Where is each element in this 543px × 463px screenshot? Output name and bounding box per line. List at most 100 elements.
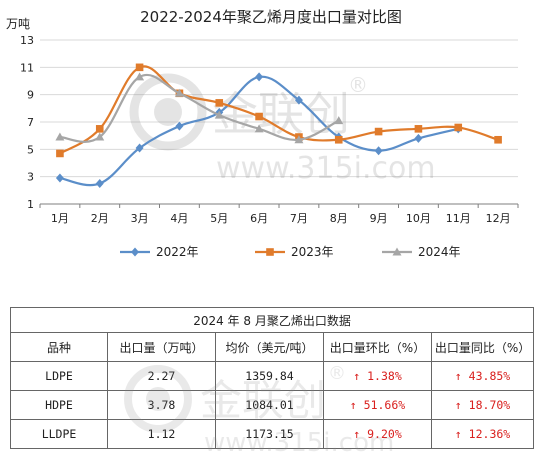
data-point	[135, 63, 144, 72]
header-yoy: 出口量同比（%）	[430, 332, 535, 362]
y-tick-label: 11	[20, 61, 34, 74]
y-tick-label: 1	[27, 198, 34, 211]
y-tick-label: 3	[27, 171, 34, 184]
yoy-value: 12.36%	[468, 427, 511, 441]
series-layer	[55, 63, 502, 188]
watermark-registered: ®	[348, 73, 368, 97]
cell-volume: 1.12	[107, 419, 216, 449]
cell-yoy: ↑ 43.85%	[430, 361, 535, 391]
up-arrow-icon: ↑	[454, 398, 462, 412]
x-tick-label: 8月	[330, 212, 348, 225]
x-tick-label: 9月	[370, 212, 388, 225]
header-product: 品种	[10, 332, 108, 362]
table-row: LLDPE 1.12 1173.15 ↑ 9.20% ↑ 12.36%	[10, 419, 535, 449]
up-arrow-icon: ↑	[454, 427, 462, 441]
data-point	[255, 72, 264, 82]
legend-label: 2023年	[291, 245, 334, 259]
x-tick-label: 11月	[446, 212, 471, 225]
watermark-brand: 金联创	[212, 87, 350, 141]
x-tick-label: 3月	[131, 212, 149, 225]
data-point	[214, 110, 224, 119]
export-data-table: 金联创 ® www.315i.com 2024 年 8 月聚乙烯出口数据 品种 …	[9, 307, 535, 458]
legend-marker	[392, 247, 402, 256]
legend: 2022年 2023年 2024年	[120, 245, 461, 259]
cell-volume: 2.27	[107, 361, 216, 391]
data-point	[95, 125, 104, 133]
table-row: HDPE 3.78 1084.01 ↑ 51.66% ↑ 18.70%	[10, 390, 535, 420]
data-point	[454, 123, 463, 132]
series-2023年	[56, 63, 502, 158]
mom-value: 51.66%	[363, 398, 406, 412]
cell-product: LDPE	[10, 361, 108, 391]
data-point	[414, 133, 423, 143]
data-point	[95, 179, 104, 188]
cell-mom: ↑ 51.66%	[323, 390, 432, 420]
series-2024年	[55, 72, 344, 144]
x-tick-label: 7月	[290, 212, 308, 225]
x-tick-label: 5月	[210, 212, 228, 225]
mom-value: 1.38%	[367, 369, 402, 383]
data-point	[55, 173, 64, 183]
cell-yoy: ↑ 18.70%	[430, 390, 535, 420]
data-point	[414, 125, 423, 133]
data-point	[55, 132, 65, 141]
x-tick-label: 6月	[250, 212, 268, 225]
up-arrow-icon: ↑	[353, 427, 361, 441]
table-header-row: 品种 出口量（万吨） 均价（美元/吨） 出口量环比（%） 出口量同比（%）	[10, 332, 535, 362]
y-tick-label: 13	[20, 34, 34, 47]
up-arrow-icon: ↑	[454, 369, 462, 383]
data-point	[175, 121, 184, 131]
line-chart: 2022-2024年聚乙烯月度出口量对比图 万吨 金联创 ® www.315i.…	[6, 8, 519, 259]
yoy-value: 18.70%	[468, 398, 511, 412]
y-axis-unit-label: 万吨	[6, 17, 30, 31]
watermark-logo: 金联创 ® www.315i.com	[129, 73, 436, 186]
data-point	[334, 116, 344, 125]
series-line	[59, 73, 340, 143]
cell-product: HDPE	[10, 390, 108, 420]
cell-volume: 3.78	[107, 390, 216, 420]
up-arrow-icon: ↑	[349, 398, 357, 412]
legend-label: 2024年	[418, 245, 461, 259]
cell-price: 1173.15	[215, 419, 324, 449]
table-row: LDPE 2.27 1359.84 ↑ 1.38% ↑ 43.85%	[10, 361, 535, 391]
y-tick-label: 5	[27, 143, 34, 156]
table-caption: 2024 年 8 月聚乙烯出口数据	[9, 307, 535, 333]
data-point	[294, 135, 304, 144]
mom-value: 9.20%	[367, 427, 402, 441]
header-price: 均价（美元/吨）	[215, 332, 324, 362]
x-tick-label: 12月	[486, 212, 511, 225]
x-tick-label: 4月	[170, 212, 188, 225]
watermark-url: www.315i.com	[216, 151, 436, 186]
data-point	[255, 112, 263, 121]
legend-marker	[266, 248, 274, 256]
data-point	[494, 135, 502, 144]
yoy-value: 43.85%	[468, 369, 511, 383]
y-tick-label: 9	[27, 89, 34, 102]
cell-mom: ↑ 1.38%	[323, 361, 432, 391]
data-point	[254, 124, 264, 133]
data-point	[294, 95, 303, 105]
cell-price: 1359.84	[215, 361, 324, 391]
data-point	[374, 146, 383, 156]
cell-product: LLDPE	[10, 419, 108, 449]
data-point	[374, 127, 383, 136]
y-tick-label: 7	[27, 116, 34, 129]
x-tick-label: 1月	[51, 212, 69, 225]
table-caption-row: 2024 年 8 月聚乙烯出口数据	[9, 307, 535, 333]
legend-marker	[131, 247, 139, 257]
data-point	[135, 143, 144, 153]
x-tick-label: 10月	[406, 212, 431, 225]
x-tick-label: 2月	[91, 212, 109, 225]
data-table: 2024 年 8 月聚乙烯出口数据 品种 出口量（万吨） 均价（美元/吨） 出口…	[9, 307, 535, 449]
chart-title: 2022-2024年聚乙烯月度出口量对比图	[140, 8, 402, 26]
header-volume: 出口量（万吨）	[107, 332, 216, 362]
data-point	[56, 149, 64, 158]
data-point	[135, 72, 145, 81]
legend-label: 2022年	[156, 245, 199, 259]
data-point	[334, 135, 343, 144]
header-mom: 出口量环比（%）	[323, 332, 432, 362]
cell-mom: ↑ 9.20%	[323, 419, 432, 449]
cell-yoy: ↑ 12.36%	[430, 419, 535, 449]
up-arrow-icon: ↑	[353, 369, 361, 383]
